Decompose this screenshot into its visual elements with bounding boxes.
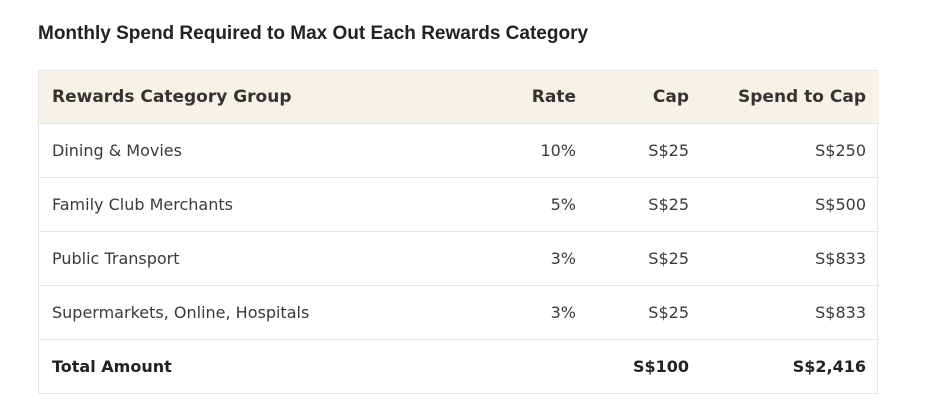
cell-group: Dining & Movies [39, 123, 473, 178]
header-rewards-category-group: Rewards Category Group [52, 87, 292, 107]
cell-spend-to-cap: S$833 [702, 231, 879, 286]
page-title: Monthly Spend Required to Max Out Each R… [38, 23, 589, 44]
header-rate: Rate [531, 87, 576, 107]
table-total-row: Total Amount S$100 S$2,416 [39, 339, 879, 393]
cell-cap: S$25 [589, 285, 702, 340]
table-row: Dining & Movies 10% S$25 S$250 [39, 123, 879, 178]
cell-group: Supermarkets, Online, Hospitals [39, 285, 473, 340]
cell-spend-to-cap: S$833 [702, 285, 879, 340]
total-rate [473, 339, 589, 393]
header-spend-to-cap: Spend to Cap [738, 87, 866, 107]
cell-spend-to-cap: S$250 [702, 123, 879, 178]
table-header-row: Rewards Category Group Rate Cap Spend to… [39, 71, 879, 124]
total-spend-to-cap: S$2,416 [702, 339, 879, 393]
cell-spend-to-cap: S$500 [702, 177, 879, 232]
rewards-table: Rewards Category Group Rate Cap Spend to… [38, 70, 879, 394]
cell-group: Family Club Merchants [39, 177, 473, 232]
cell-cap: S$25 [589, 123, 702, 178]
cell-rate: 10% [473, 123, 589, 178]
cell-rate: 5% [473, 177, 589, 232]
table-row: Supermarkets, Online, Hospitals 3% S$25 … [39, 285, 879, 340]
total-label: Total Amount [39, 339, 473, 393]
cell-rate: 3% [473, 285, 589, 340]
header-cap: Cap [652, 87, 689, 107]
table-row: Public Transport 3% S$25 S$833 [39, 231, 879, 286]
cell-group: Public Transport [39, 231, 473, 286]
cell-rate: 3% [473, 231, 589, 286]
cell-cap: S$25 [589, 231, 702, 286]
cell-cap: S$25 [589, 177, 702, 232]
table-row: Family Club Merchants 5% S$25 S$500 [39, 177, 879, 232]
total-cap: S$100 [589, 339, 702, 393]
